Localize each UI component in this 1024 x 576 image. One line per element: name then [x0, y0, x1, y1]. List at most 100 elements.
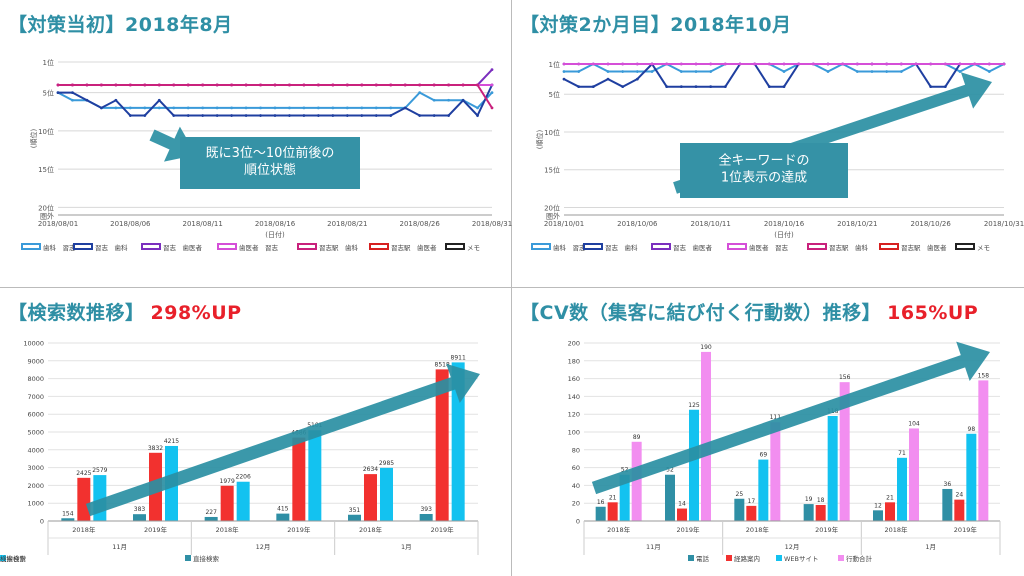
- data-point: [885, 70, 889, 73]
- legend-swatch: [688, 555, 694, 561]
- bar: [966, 433, 977, 521]
- y-tick-label: 160: [568, 375, 580, 383]
- data-point: [56, 91, 60, 94]
- data-point: [418, 91, 422, 94]
- data-label: 1979: [220, 478, 235, 485]
- data-point: [331, 83, 335, 87]
- legend-swatch: [185, 555, 191, 561]
- category-label: 2018年: [746, 525, 770, 534]
- data-point: [71, 98, 74, 102]
- data-point: [635, 77, 639, 81]
- category-label: 2019年: [676, 525, 700, 534]
- legend-label: 歯科 習志: [553, 243, 586, 252]
- series-line: [58, 69, 493, 86]
- x-tick-label: 2018/10/11: [690, 220, 730, 228]
- bar: [839, 382, 850, 521]
- data-point: [432, 83, 436, 87]
- series-line: [58, 84, 493, 118]
- data-point: [85, 83, 89, 87]
- group-label: 11月: [646, 543, 661, 551]
- data-point: [345, 106, 349, 110]
- data-point: [826, 62, 830, 66]
- growth-rate: 165%UP: [887, 302, 979, 324]
- data-point: [302, 83, 306, 87]
- data-point: [432, 114, 436, 117]
- data-point: [606, 62, 610, 66]
- panel-title: 【CV数（集客に結び付く行動数）推移】 165%UP: [520, 298, 978, 325]
- bar: [701, 351, 711, 521]
- data-point: [1002, 62, 1006, 66]
- legend-label: 習志 歯医者: [163, 243, 203, 252]
- data-point: [490, 106, 494, 110]
- bar: [133, 514, 146, 521]
- x-tick-label: 2018/10/06: [617, 220, 658, 228]
- category-label: 2018年: [72, 525, 96, 534]
- series-line: [57, 91, 493, 110]
- data-point: [767, 62, 771, 66]
- bar: [631, 441, 642, 521]
- x-tick-label: 2018/10/16: [764, 220, 805, 228]
- legend-label: 経路案内: [734, 554, 760, 563]
- data-point: [635, 70, 639, 73]
- data-point: [143, 83, 147, 87]
- y-tick-label: 1位: [549, 60, 560, 69]
- legend-swatch: [955, 243, 975, 250]
- data-point: [244, 106, 248, 110]
- legend-label: 検索合計: [0, 554, 27, 563]
- trend-arrow: [591, 341, 990, 495]
- legend-label: 習志駅 歯科: [319, 243, 359, 252]
- data-point: [694, 85, 698, 89]
- data-point: [943, 85, 947, 89]
- group-label: 11月: [112, 543, 127, 551]
- legend-label: 習志 歯医者: [673, 243, 713, 252]
- bar: [770, 422, 781, 521]
- data-point: [360, 106, 364, 110]
- data-point: [650, 62, 654, 66]
- legend-swatch: [369, 243, 389, 250]
- x-tick-label: 2018/08/16: [255, 220, 296, 228]
- data-point: [418, 83, 422, 87]
- data-point: [172, 114, 176, 117]
- data-label: 190: [700, 344, 712, 351]
- data-point: [447, 83, 450, 87]
- bar: [204, 516, 218, 521]
- y-tick-label: 10位: [38, 127, 54, 136]
- y-tick-label: 20位圏外: [38, 203, 54, 220]
- bar: [978, 380, 989, 521]
- data-point: [317, 83, 320, 87]
- x-tick-label: 2018/10/21: [837, 220, 877, 228]
- data-point: [562, 70, 566, 73]
- data-point: [317, 106, 320, 110]
- category-label: 2018年: [607, 525, 631, 534]
- data-point: [899, 70, 903, 73]
- data-label: 2425: [76, 470, 91, 477]
- category-label: 2018年: [884, 525, 908, 534]
- data-label: 36: [944, 481, 952, 488]
- data-label: 104: [908, 420, 920, 427]
- data-point: [201, 83, 205, 87]
- y-tick-label: 9000: [27, 357, 44, 365]
- annotation-text: 既に3位～10位前後の: [206, 145, 335, 161]
- bar: [803, 504, 814, 521]
- legend-swatch: [297, 243, 317, 250]
- data-point: [230, 106, 234, 110]
- panel-title-text: 【CV数（集客に結び付く行動数）推移】: [520, 302, 882, 324]
- data-point: [259, 83, 262, 87]
- legend-label: メモ: [977, 244, 990, 252]
- bar: [220, 485, 234, 521]
- data-label: 154: [62, 510, 74, 517]
- y-tick-label: 5位: [43, 89, 54, 98]
- category-label: 2018年: [216, 525, 240, 534]
- data-point: [143, 106, 147, 110]
- y-tick-label: 6000: [27, 411, 44, 419]
- data-point: [929, 85, 933, 89]
- data-point: [461, 83, 465, 87]
- y-tick-label: 10000: [23, 340, 44, 348]
- y-tick-label: 200: [568, 340, 580, 348]
- data-point: [259, 114, 262, 117]
- y-tick-label: 2000: [27, 482, 44, 490]
- data-label: 8518: [435, 361, 450, 368]
- bar: [435, 369, 449, 521]
- data-point: [753, 62, 757, 66]
- data-point: [157, 98, 161, 102]
